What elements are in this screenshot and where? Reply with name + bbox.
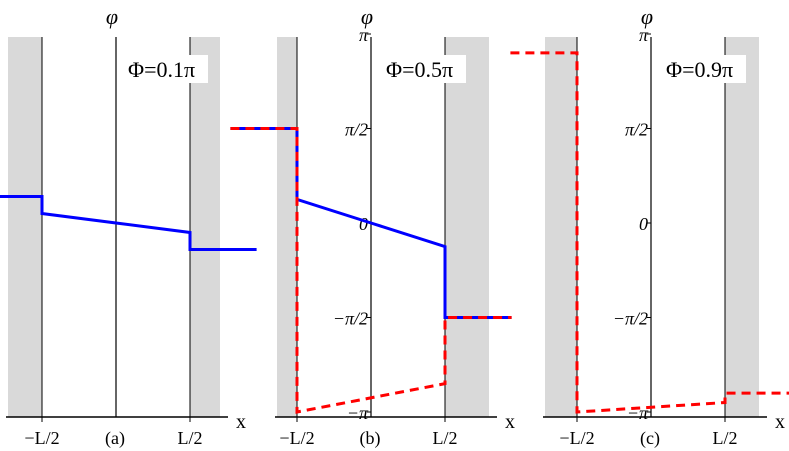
panel-caption: (a) [105,428,125,449]
y-tick-label: 0 [359,214,368,234]
annotation-background [382,55,466,83]
y-tick-label: −π/2 [333,309,368,329]
y-tick-label: π [639,25,649,45]
panel-caption: (c) [640,428,660,449]
annotation-flux: Φ=0.5π [386,57,453,82]
y-tick-label: π/2 [345,120,368,140]
lead-region-left [277,37,297,417]
x-tick-label: L/2 [433,428,458,448]
lead-region-left [8,37,42,417]
lead-region-right [445,37,489,417]
annotation-flux: Φ=0.1π [128,57,195,82]
annotation-flux: Φ=0.9π [666,57,733,82]
panel-c: φ x −L/2 L/2 π π/2 0 −π/2 −π Φ=0.9π (c) [510,4,789,449]
lead-region-left [545,37,577,417]
y-tick-label: π [359,25,369,45]
x-axis-label: x [236,411,246,433]
x-tick-label: L/2 [178,428,203,448]
y-tick-label: π/2 [625,120,648,140]
y-axis-label: φ [361,4,373,29]
lead-region-right [725,37,759,417]
x-axis-label: x [775,411,785,433]
y-tick-label: −π [627,403,649,423]
x-tick-label: −L/2 [559,428,594,448]
panel-caption: (b) [360,428,381,449]
y-tick-label: −π/2 [613,309,648,329]
series-line-dashed [510,51,789,414]
x-axis-label: x [505,411,515,433]
panel-a: φ x −L/2 L/2 Φ=0.1π (a) [0,4,257,449]
y-tick-label: 0 [639,214,648,234]
series-line-dashed [230,127,512,414]
annotation-background [662,55,746,83]
y-axis-label: φ [106,4,118,29]
x-tick-label: L/2 [713,428,738,448]
annotation-background [124,55,208,83]
x-tick-label: −L/2 [24,428,59,448]
x-tick-label: −L/2 [279,428,314,448]
panel-b: φ x −L/2 L/2 π π/2 0 −π/2 −π Φ=0.5π (b) [230,4,515,449]
y-tick-label: −π [347,403,369,423]
series-line-solid [0,195,257,251]
lead-region-right [190,37,220,417]
y-axis-label: φ [641,4,653,29]
